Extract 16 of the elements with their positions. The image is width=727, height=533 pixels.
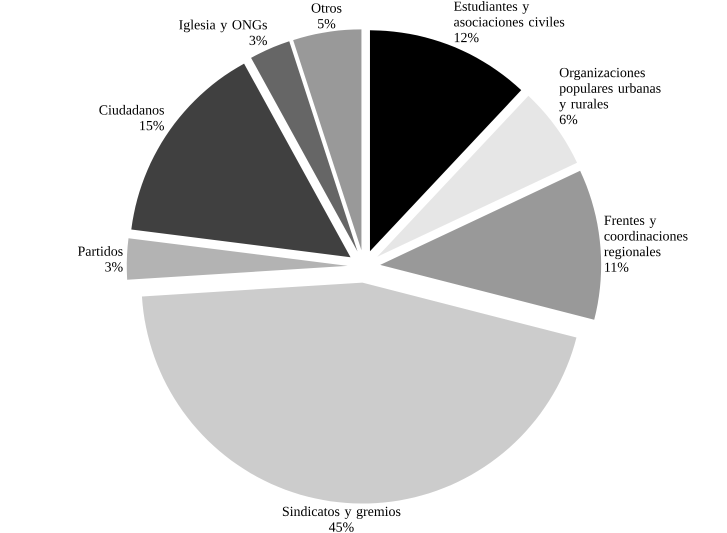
slice-label: Organizaciones populares urbanas y rurales <box>559 68 661 112</box>
slice-label: Iglesia y ONGs <box>179 20 267 32</box>
data-label: 45% <box>328 522 354 532</box>
data-label: 3% <box>105 262 123 272</box>
slice-label: Ciudadanos <box>99 104 164 115</box>
slice-label: Otros <box>312 3 342 13</box>
data-label: 5% <box>318 18 336 28</box>
slice-label: Sindicatos y gremios <box>282 506 400 519</box>
slice-label: Partidos <box>78 246 123 256</box>
slice-label: Estudiantes y asociaciones civiles <box>454 1 564 27</box>
data-label: 12% <box>454 32 479 42</box>
data-label: 6% <box>560 114 578 124</box>
data-label: 11% <box>605 262 628 272</box>
data-label: 15% <box>140 120 164 130</box>
data-label: 3% <box>250 36 267 46</box>
slice-label: Frentes y coordinaciones regionales <box>604 216 688 260</box>
